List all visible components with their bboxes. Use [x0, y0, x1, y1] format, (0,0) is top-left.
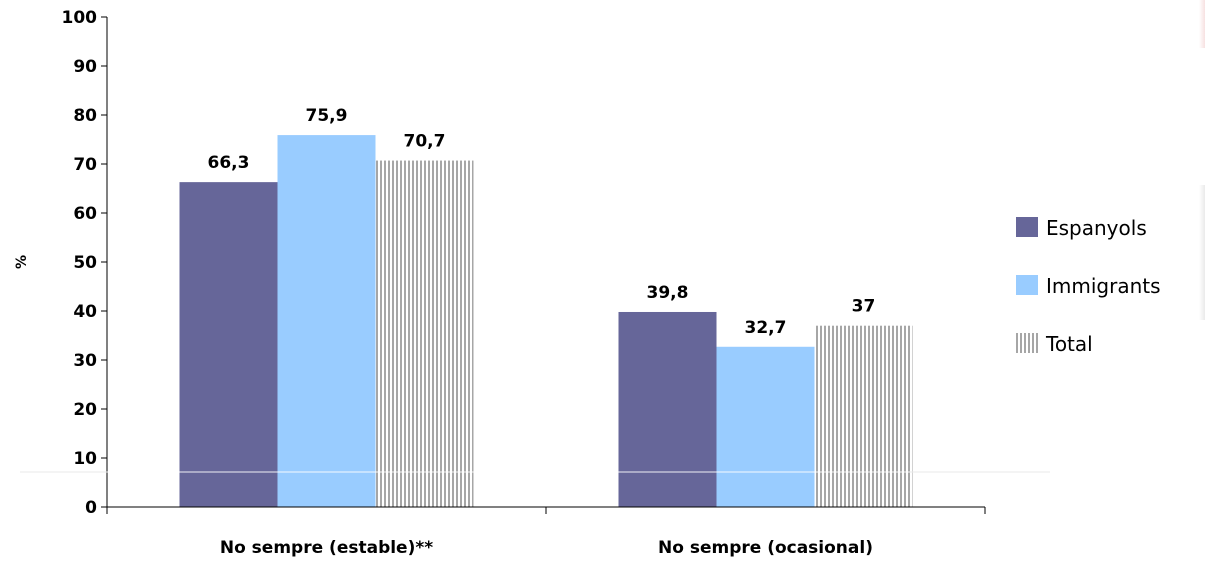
- bar-espanyols-2: [618, 311, 717, 507]
- y-tick-label: 20: [73, 400, 97, 420]
- legend-label-immigrants: Immigrants: [1046, 274, 1161, 298]
- y-tick-label: 70: [73, 155, 97, 175]
- data-label-immigrants-2: 32,7: [745, 318, 787, 338]
- data-label-total-1: 70,7: [404, 132, 446, 152]
- bar-immigrants-1: [277, 135, 376, 507]
- legend-swatch-immigrants: [1016, 275, 1038, 295]
- legend-swatch-espanyols: [1016, 217, 1038, 237]
- legend-label-total: Total: [1045, 332, 1093, 356]
- bars: [20, 135, 1050, 507]
- y-tick-label: 30: [73, 351, 97, 371]
- bar-immigrants-2: [716, 346, 815, 507]
- x-axis: No sempre (estable)** No sempre (ocasiona…: [106, 506, 986, 558]
- y-tick-label: 10: [73, 449, 97, 469]
- data-label-total-2: 37: [852, 297, 876, 317]
- bar-total-1: [375, 160, 474, 507]
- x-category-label: No sempre (estable)**: [220, 538, 433, 558]
- legend-label-espanyols: Espanyols: [1046, 216, 1147, 240]
- x-category-label: No sempre (ocasional): [658, 538, 873, 558]
- y-tick-label: 50: [73, 253, 97, 273]
- legend: Espanyols Immigrants Total: [1016, 216, 1161, 356]
- bar-total-2: [814, 325, 913, 507]
- data-label-espanyols-1: 66,3: [208, 153, 250, 173]
- y-tick-label: 100: [62, 8, 98, 28]
- y-axis-label: %: [14, 255, 30, 269]
- y-tick-label: 40: [73, 302, 97, 322]
- y-tick-label: 80: [73, 106, 97, 126]
- legend-swatch-total: [1016, 333, 1038, 353]
- edge-decoration-middle: [1199, 185, 1205, 320]
- bar-espanyols-1: [179, 182, 278, 507]
- y-tick-label: 90: [73, 57, 97, 77]
- y-tick-label: 60: [73, 204, 97, 224]
- data-labels: 66,3 75,9 70,7 39,8 32,7 37: [208, 106, 876, 338]
- data-label-espanyols-2: 39,8: [647, 283, 689, 303]
- data-label-immigrants-1: 75,9: [306, 106, 348, 126]
- y-axis: 0 10 20 30 40 50 60 70 80 90 100: [62, 8, 108, 518]
- y-tick-label: 0: [85, 498, 97, 518]
- edge-decoration-top: [1199, 0, 1205, 48]
